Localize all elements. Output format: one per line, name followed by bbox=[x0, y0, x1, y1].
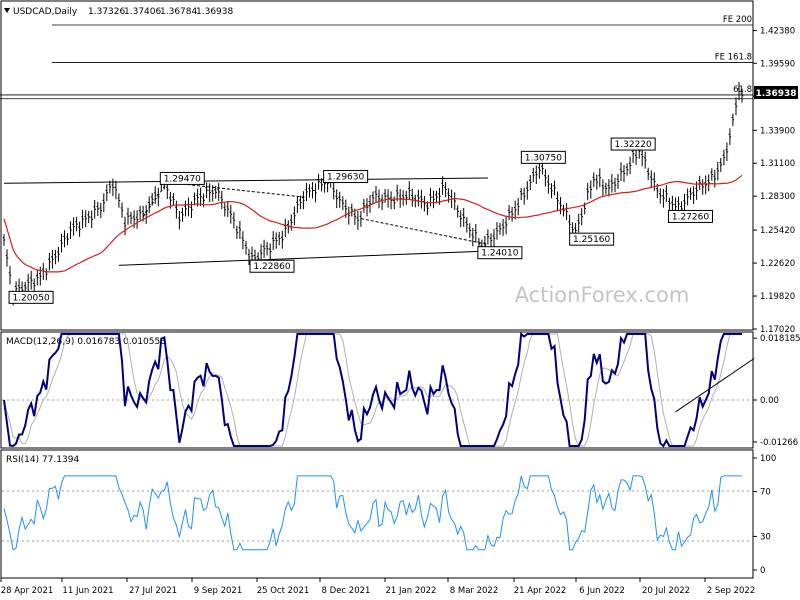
symbol-label: USDCAD,Daily bbox=[13, 7, 78, 17]
time-tick-label: 8 Dec 2021 bbox=[322, 586, 371, 596]
pivot-label: 1.32220 bbox=[615, 140, 652, 150]
pivot-box bbox=[249, 259, 295, 273]
time-tick-label: 6 Jun 2022 bbox=[579, 586, 625, 596]
rsi-axis: 100 70 30 0 bbox=[753, 454, 776, 576]
price-tick-label: 1.33900 bbox=[760, 126, 795, 136]
pivot-label: 1.27260 bbox=[672, 212, 709, 222]
fib-label: FE 200 bbox=[723, 15, 752, 25]
time-tick-label: 2 Sep 2022 bbox=[707, 586, 755, 596]
time-tick-label: 11 Jun 2021 bbox=[62, 586, 113, 596]
pivot-box bbox=[159, 171, 205, 185]
pivot-box bbox=[323, 170, 369, 184]
last-price-label: 1.36938 bbox=[756, 89, 797, 99]
price-tick-label: 1.19820 bbox=[760, 292, 795, 302]
rsi-tick-label: 70 bbox=[760, 488, 771, 498]
price-tick-label: 1.22620 bbox=[760, 259, 795, 269]
pivot-box bbox=[8, 290, 54, 304]
pivot-box bbox=[477, 246, 523, 260]
rsi-line bbox=[3, 475, 742, 551]
price-tick-label: 1.39590 bbox=[760, 59, 795, 69]
triangle-icon bbox=[4, 8, 10, 13]
fib-levels: FE 200 FE 161.8 61.8 bbox=[0, 15, 753, 100]
macd-axis: 0.018185 0.00 -0.01266 bbox=[753, 334, 800, 448]
macd-panel bbox=[0, 331, 754, 449]
fib-label: FE 161.8 bbox=[715, 52, 752, 62]
macd-signal-line bbox=[3, 333, 742, 447]
rsi-tick-label: 0 bbox=[760, 566, 765, 576]
price-tick-label: 1.42380 bbox=[760, 26, 795, 36]
pivot-label: 1.24010 bbox=[481, 249, 518, 259]
time-tick-label: 21 Jan 2022 bbox=[386, 586, 437, 596]
time-tick-label: 28 Apr 2021 bbox=[1, 586, 54, 596]
time-tick-label: 8 Mar 2022 bbox=[450, 586, 498, 596]
rsi-label: RSI(14) 77.1394 bbox=[6, 455, 79, 465]
time-tick-label: 9 Sep 2021 bbox=[194, 586, 242, 596]
macd-trendline bbox=[675, 358, 755, 413]
ohlc-low: 1.36784 bbox=[160, 7, 197, 17]
macd-line bbox=[3, 331, 742, 448]
time-axis: 28 Apr 2021 11 Jun 2021 27 Jul 2021 9 Sep 2… bbox=[0, 578, 755, 596]
price-header: USDCAD,Daily 1.37326 1.37406 1.36784 1.3… bbox=[4, 7, 233, 17]
pivot-labels: 1.20050 1.29470 1.22860 1.29630 1.24010 1.307… bbox=[8, 137, 713, 304]
trendline-lower bbox=[118, 249, 513, 266]
macd-tick-label: 0.00 bbox=[760, 396, 779, 406]
time-tick-label: 21 Apr 2022 bbox=[514, 586, 567, 596]
last-price-tag: 1.36938 bbox=[754, 86, 798, 99]
fib-label: 61.8 bbox=[733, 85, 752, 95]
pivot-label: 1.30750 bbox=[525, 153, 562, 163]
price-axis: 1.423801.395901.368001.339001.311001.283… bbox=[753, 26, 795, 335]
price-panel bbox=[0, 0, 754, 331]
trendline-dashed-2 bbox=[167, 181, 307, 198]
trendline-upper bbox=[3, 177, 488, 184]
price-tick-label: 1.28300 bbox=[760, 192, 795, 202]
price-bars bbox=[2, 81, 744, 306]
rsi-tick-label: 30 bbox=[760, 532, 771, 542]
pivot-box bbox=[667, 209, 713, 223]
ohlc-close: 1.36938 bbox=[196, 7, 233, 17]
time-tick-label: 20 Jul 2022 bbox=[642, 586, 690, 596]
rsi-panel bbox=[0, 449, 754, 579]
pivot-label: 1.22860 bbox=[253, 262, 290, 272]
pivot-label: 1.29630 bbox=[327, 173, 364, 183]
rsi-tick-label: 100 bbox=[760, 454, 776, 464]
macd-label: MACD(12,26,9) 0.016783 0.010553 bbox=[6, 337, 166, 347]
pivot-label: 1.25160 bbox=[573, 235, 610, 245]
ohlc-open: 1.37326 bbox=[88, 7, 125, 17]
price-tick-label: 1.31100 bbox=[760, 159, 795, 169]
trendline-dashed-3 bbox=[360, 218, 489, 245]
pivot-label: 1.29470 bbox=[164, 174, 201, 184]
moving-average-line bbox=[3, 174, 743, 273]
pivot-box bbox=[610, 137, 656, 151]
price-tick-label: 1.17020 bbox=[760, 325, 795, 335]
pivot-label: 1.20050 bbox=[12, 293, 49, 303]
time-tick-label: 25 Oct 2021 bbox=[257, 586, 310, 596]
macd-tick-label: 0.018185 bbox=[760, 334, 800, 344]
watermark: ActionForex.com bbox=[515, 283, 690, 307]
time-tick-label: 27 Jul 2021 bbox=[129, 586, 177, 596]
pivot-box bbox=[569, 232, 615, 246]
price-tick-label: 1.25420 bbox=[760, 226, 795, 236]
ohlc-high: 1.37406 bbox=[124, 7, 161, 17]
pivot-box bbox=[520, 150, 566, 164]
macd-tick-label: -0.01266 bbox=[760, 438, 798, 448]
